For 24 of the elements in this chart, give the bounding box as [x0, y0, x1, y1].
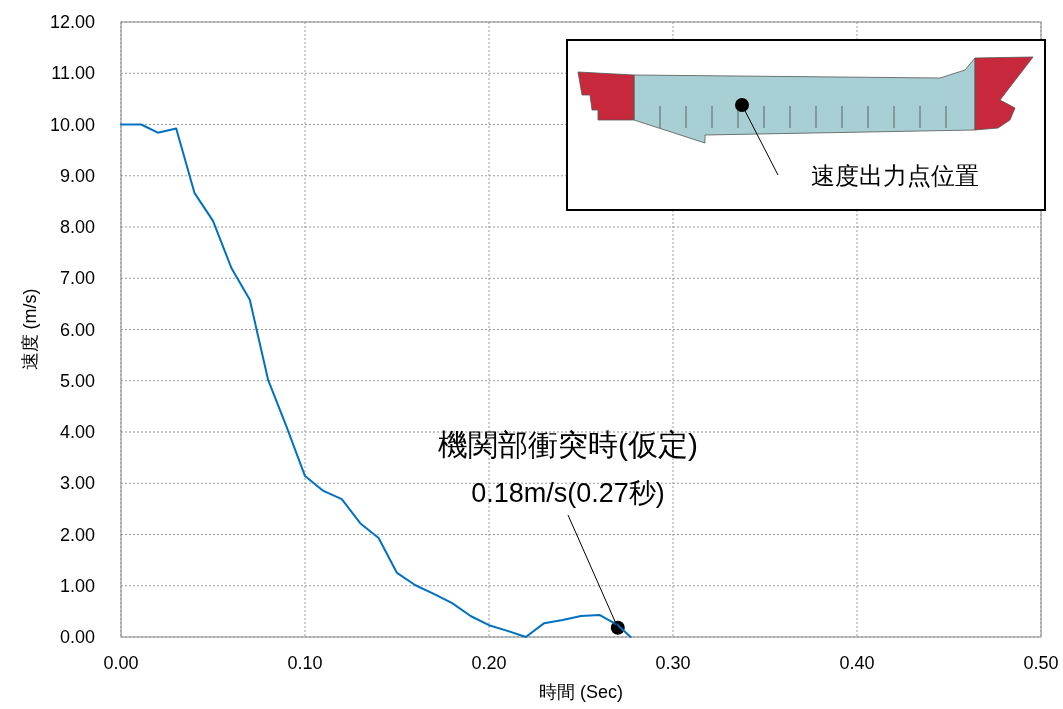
x-tick-label: 0.10	[287, 653, 323, 673]
x-tick-label: 0.30	[655, 653, 691, 673]
y-tick-label: 6.00	[59, 319, 95, 340]
y-tick-label: 7.00	[59, 268, 95, 289]
y-tick-label: 0.00	[59, 627, 95, 647]
y-tick-label: 3.00	[59, 473, 95, 494]
x-tick-label: 0.50	[1023, 653, 1059, 673]
y-tick-label: 1.00	[59, 575, 95, 596]
y-tick-label: 5.00	[59, 370, 95, 391]
y-tick-label: 8.00	[59, 217, 95, 237]
x-tick-label: 0.40	[839, 653, 875, 673]
y-tick-label: 10.00	[49, 114, 95, 135]
x-tick-label: 0.00	[103, 653, 139, 673]
annotation: 機関部衝突時(仮定)	[438, 428, 698, 461]
y-tick-label: 2.00	[59, 524, 95, 545]
x-tick-label: 0.20	[471, 653, 507, 673]
x-axis-title: 時間 (Sec)	[538, 682, 624, 702]
y-tick-label: 9.00	[59, 165, 95, 186]
y-tick-label: 4.00	[59, 422, 95, 442]
y-axis-title: 速度 (m/s)	[20, 288, 40, 371]
y-tick-label: 12.00	[49, 12, 95, 32]
annotation: 速度出力点位置	[811, 162, 979, 189]
annotation: 0.18m/s(0.27秒)	[471, 478, 665, 508]
y-tick-label: 11.00	[51, 63, 95, 84]
